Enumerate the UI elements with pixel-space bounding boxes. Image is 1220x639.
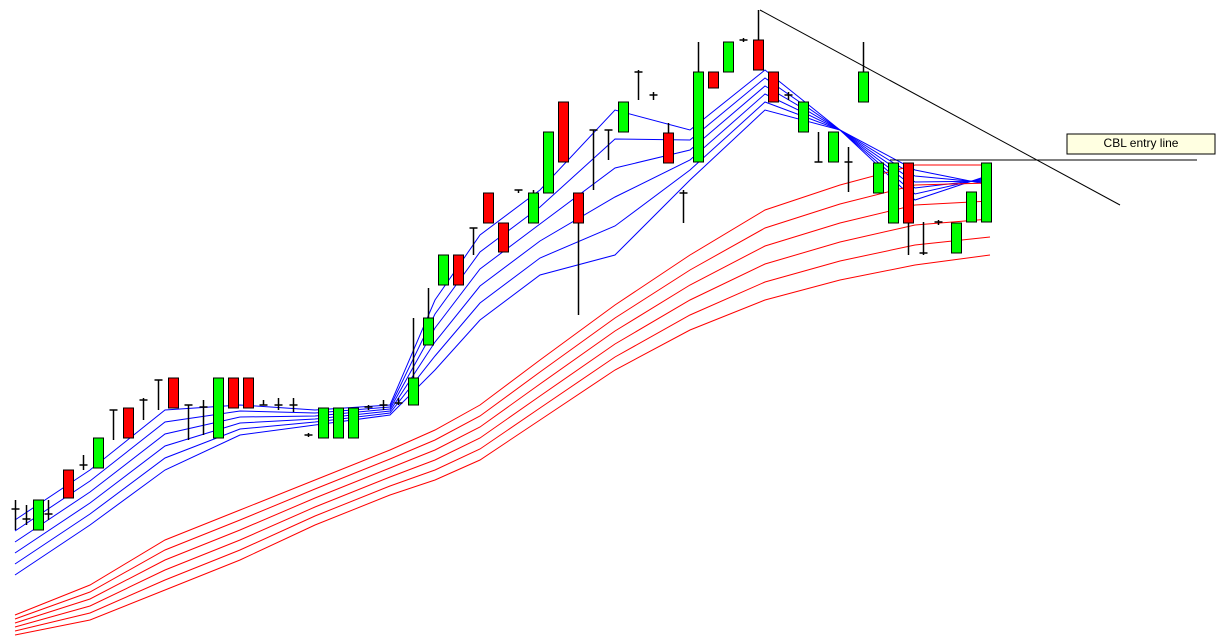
candle-body	[618, 101, 629, 133]
entry-label: CBL entry line	[1104, 136, 1179, 150]
candle-body	[33, 499, 44, 531]
candle-body	[966, 191, 977, 223]
candle-body	[768, 71, 779, 103]
ma-line	[14, 254, 991, 636]
candle-body	[438, 254, 449, 286]
candle-body	[543, 131, 554, 194]
candles	[11, 10, 992, 531]
trend-line	[759, 9, 1121, 206]
candle-body	[243, 377, 254, 409]
candle-body	[873, 162, 884, 194]
candle-body	[573, 192, 584, 224]
candle-body	[348, 407, 359, 439]
ma-line	[14, 109, 991, 576]
ma-line	[14, 200, 991, 624]
candle-body	[228, 377, 239, 409]
lines	[14, 69, 1197, 636]
candle-body	[828, 131, 839, 163]
ma-line	[14, 182, 991, 620]
candle-body	[213, 377, 224, 439]
candle-body	[558, 101, 569, 163]
candle-body	[483, 192, 494, 224]
ma-line	[14, 236, 991, 632]
candle-body	[498, 222, 509, 253]
candle-body	[888, 162, 899, 224]
candle-body	[981, 162, 992, 223]
candle-body	[93, 437, 104, 469]
candle-body	[333, 407, 344, 439]
candle-body	[798, 101, 809, 133]
ma-line	[14, 164, 990, 616]
ma-line	[14, 218, 991, 628]
candle-body	[453, 254, 464, 286]
candle-body	[693, 71, 704, 163]
candle-body	[63, 469, 74, 499]
candle-body	[708, 71, 719, 89]
ma-line	[14, 93, 991, 554]
candle-body	[663, 132, 674, 164]
candle-body	[753, 39, 764, 71]
ma-line	[14, 101, 991, 565]
candle-body	[903, 162, 914, 224]
candle-body	[168, 377, 179, 409]
candle-body	[951, 222, 962, 254]
candle-body	[423, 317, 434, 346]
candle-body	[318, 407, 329, 439]
ma-line	[14, 77, 991, 532]
entry-label-box	[1066, 133, 1216, 155]
candle-body	[408, 377, 419, 406]
candle-body	[858, 71, 869, 103]
ma-line	[14, 69, 991, 521]
candle-body	[123, 407, 134, 439]
candle-body	[528, 192, 539, 224]
candle-body	[723, 41, 734, 73]
ma-line	[14, 85, 991, 543]
